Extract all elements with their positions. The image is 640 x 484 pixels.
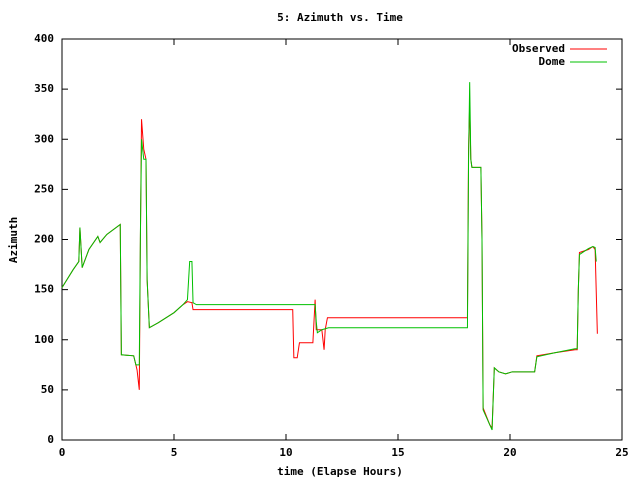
- y-tick-label: 0: [47, 433, 54, 446]
- y-tick-label: 50: [41, 383, 54, 396]
- y-tick-label: 150: [34, 283, 54, 296]
- y-tick-label: 250: [34, 182, 54, 195]
- plot-border: [61, 38, 623, 441]
- x-tick-label: 20: [503, 446, 516, 459]
- x-tick-label: 5: [171, 446, 178, 459]
- x-tick-label: 0: [59, 446, 66, 459]
- series-line: [61, 104, 598, 430]
- series-line: [61, 82, 597, 431]
- legend-label: Observed: [512, 42, 565, 55]
- y-tick-label: 200: [34, 233, 54, 246]
- legend-label: Dome: [539, 55, 566, 68]
- x-axis-label: time (Elapse Hours): [277, 465, 403, 478]
- chart-title: 5: Azimuth vs. Time: [277, 11, 403, 24]
- x-tick-label: 15: [391, 446, 404, 459]
- x-tick-label: 10: [279, 446, 292, 459]
- y-axis-label: Azimuth: [7, 217, 20, 263]
- y-tick-label: 100: [34, 333, 54, 346]
- y-tick-label: 350: [34, 82, 54, 95]
- y-tick-label: 400: [34, 32, 54, 45]
- y-tick-label: 300: [34, 132, 54, 145]
- x-tick-label: 25: [615, 446, 628, 459]
